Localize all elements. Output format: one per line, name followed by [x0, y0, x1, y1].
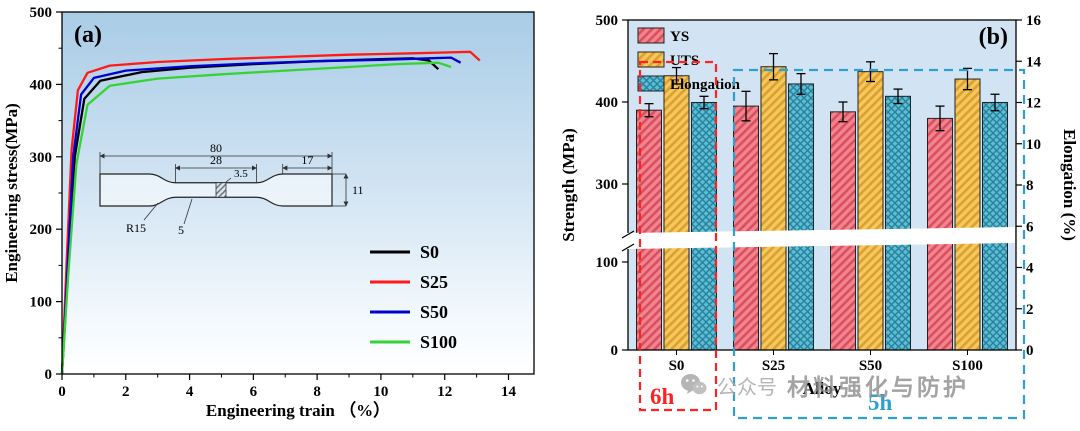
- annotation-5h: 5h: [868, 390, 893, 415]
- category-label-S0: S0: [669, 358, 685, 374]
- x-tick-label: 8: [313, 384, 321, 400]
- left-axis-label: Strength (MPa): [559, 128, 578, 241]
- bar-Elongation-S0: [691, 102, 717, 351]
- dim-height: 11: [352, 183, 364, 197]
- category-label-S50: S50: [859, 358, 882, 374]
- legend-label-S0: S0: [420, 242, 439, 262]
- left-tick-label: 500: [596, 13, 619, 29]
- x-axis-label-b: Alloy: [803, 379, 842, 398]
- bar-UTS-S50: [857, 71, 884, 351]
- series-line-S100: [60, 61, 452, 375]
- legend-swatch-Elongation: [637, 75, 665, 92]
- bar-Elongation-S100: [982, 102, 1008, 351]
- left-tick-label: 100: [596, 255, 619, 271]
- category-label-S25: S25: [762, 358, 785, 374]
- panel-b-label: (b): [979, 24, 1008, 50]
- dim-gauge: 28: [210, 153, 222, 167]
- legend-a: S0 S25 S50 S100: [370, 242, 457, 352]
- right-tick-label: 4: [1026, 261, 1034, 277]
- y-tick-label: 0: [45, 367, 53, 383]
- annotation-6h: 6h: [650, 384, 675, 409]
- left-tick-label: 400: [596, 95, 619, 111]
- panel-a: 0 2 4 6 8 10 12 14 0 100 200 300 400 500 Engineering t…: [2, 5, 535, 420]
- x-tick-label: 14: [501, 384, 517, 400]
- series-line-S25: [60, 50, 481, 375]
- dim-notch: 3.5: [234, 168, 248, 180]
- right-tick-label: 6: [1026, 219, 1034, 235]
- right-tick-label: 10: [1026, 137, 1041, 153]
- legend-label-S50: S50: [420, 302, 448, 322]
- y-axis-label: Engineering stress(MPa): [2, 103, 21, 283]
- stress-strain-chart: 0 2 4 6 8 10 12 14 0 100 200 300 400 500 Engineering t…: [2, 5, 535, 420]
- x-tick-label: 12: [437, 384, 452, 400]
- x-axis-label: Engineering train （%）: [206, 400, 390, 420]
- series-line-S50: [60, 56, 462, 375]
- x-tick-label: 2: [122, 384, 130, 400]
- axis-box-a: [61, 11, 535, 375]
- right-tick-label: 14: [1026, 54, 1042, 70]
- right-tick-label: 8: [1026, 178, 1034, 194]
- legend-label-S100: S100: [420, 332, 457, 352]
- bar-Elongation-S50: [885, 95, 911, 351]
- legend-label-YS: YS: [670, 29, 689, 45]
- legend-label-Elongation: Elongation: [670, 77, 741, 93]
- strength-elongation-bar-chart: 0 100 300 400 500 0 2 4 6 8 10 12 14 16 S0 S25 S50 S100 Al…: [559, 13, 1079, 420]
- bar-UTS-S100: [954, 78, 981, 351]
- x-tick-label: 4: [186, 384, 194, 400]
- panel-a-label: (a): [74, 22, 102, 48]
- right-tick-label: 16: [1026, 13, 1042, 29]
- dim-width: 5: [178, 223, 184, 237]
- x-tick-label: 6: [250, 384, 258, 400]
- right-tick-label: 12: [1026, 96, 1041, 112]
- x-tick-label: 0: [58, 384, 66, 400]
- right-tick-label: 0: [1026, 343, 1034, 359]
- bar-UTS-S0: [663, 75, 690, 351]
- axis-break-band: [629, 227, 1015, 249]
- right-axis-label: Elongation (%): [1060, 129, 1079, 241]
- left-tick-label: 300: [596, 177, 619, 193]
- y-tick-label: 100: [30, 295, 53, 311]
- bar-Elongation-S25: [788, 83, 814, 351]
- panel-b: 0 100 300 400 500 0 2 4 6 8 10 12 14 16 S0 S25 S50 S100 Al…: [552, 0, 1080, 431]
- dim-radius: R15: [126, 221, 146, 235]
- y-tick-label: 400: [30, 77, 53, 93]
- bar-UTS-S25: [760, 66, 787, 351]
- y-tick-label: 300: [30, 150, 53, 166]
- axes-b: 0 100 300 400 500 0 2 4 6 8 10 12 14 16 S0 S25 S50 S100: [596, 13, 1042, 374]
- dim-grip: 17: [301, 153, 313, 167]
- bar-YS-S25: [733, 105, 759, 351]
- category-label-S100: S100: [952, 358, 983, 374]
- right-tick-label: 2: [1026, 302, 1034, 318]
- dim-total: 80: [210, 141, 222, 155]
- left-tick-label: 0: [611, 343, 619, 359]
- specimen-section-hatch: [215, 182, 227, 198]
- axes-a: 0 2 4 6 8 10 12 14 0 100 200 300 400 500: [30, 5, 517, 400]
- legend-swatch-UTS: [637, 51, 665, 68]
- dashed-box-6h: [638, 60, 718, 412]
- y-tick-label: 500: [30, 5, 53, 21]
- x-tick-label: 10: [373, 384, 388, 400]
- legend-label-S25: S25: [420, 272, 448, 292]
- y-tick-label: 200: [30, 222, 53, 238]
- dashed-box-5h: [732, 68, 1026, 420]
- legend-swatch-YS: [637, 27, 665, 44]
